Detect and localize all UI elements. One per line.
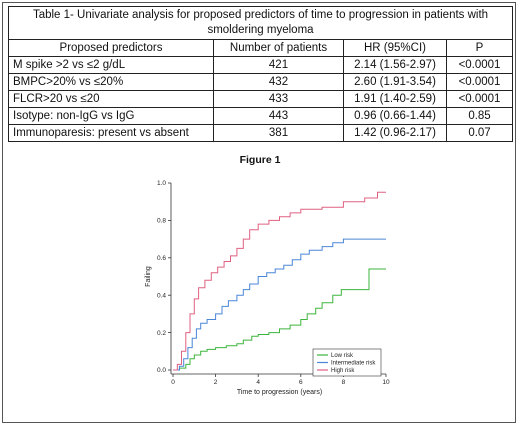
cell-p: <0.0001: [445, 90, 514, 108]
x-tick-label: 4: [256, 379, 260, 386]
header-hr: HR (95%CI): [343, 39, 447, 57]
x-tick-label: 2: [214, 379, 218, 386]
legend-label: High risk: [331, 368, 355, 374]
y-tick-label: 0.0: [157, 367, 166, 374]
predictors-table: Table 1- Univariate analysis for propose…: [7, 6, 514, 142]
y-tick-label: 0.4: [157, 292, 166, 299]
cell-number: 381: [213, 124, 344, 142]
series-line-high-risk: [173, 191, 386, 371]
x-tick-label: 6: [299, 379, 303, 386]
series-line-low-risk: [173, 268, 386, 371]
table-row: Immunoparesis: present vs absent 381 1.4…: [8, 124, 514, 142]
y-tick-label: 0.2: [157, 330, 166, 337]
x-tick-label: 10: [382, 379, 390, 386]
y-tick-label: 0.8: [157, 218, 166, 225]
y-tick-label: 0.6: [157, 255, 166, 262]
table-row: FLCR>20 vs ≤20 433 1.91 (1.40-2.59) <0.0…: [8, 90, 514, 108]
header-number: Number of patients: [213, 39, 344, 57]
legend-label: Low risk: [331, 353, 354, 359]
y-axis-label: Failing: [145, 266, 152, 287]
cell-hr: 0.96 (0.66-1.44): [343, 107, 447, 125]
x-tick-label: 0: [171, 379, 175, 386]
table-row: M spike >2 vs ≤2 g/dL 421 2.14 (1.56-2.9…: [8, 56, 514, 74]
table-row: Isotype: non-IgG vs IgG 443 0.96 (0.66-1…: [8, 107, 514, 125]
cell-hr: 1.42 (0.96-2.17): [343, 124, 447, 142]
x-tick-label: 8: [342, 379, 346, 386]
document-frame: [2, 2, 516, 423]
table-header-row: Proposed predictors Number of patients H…: [8, 39, 514, 57]
cell-hr: 2.60 (1.91-3.54): [343, 73, 447, 91]
cell-predictor: Immunoparesis: present vs absent: [8, 124, 214, 142]
y-tick-label: 1.0: [157, 180, 166, 187]
series-line-intermediate-risk: [173, 238, 386, 371]
chart-curves: [173, 191, 386, 371]
x-axis-label: Time to progression (years): [237, 389, 322, 396]
cell-p: 0.85: [445, 107, 514, 125]
legend-label: Intermediate risk: [331, 361, 376, 367]
cell-p: 0.07: [445, 124, 514, 142]
figure-title: Figure 1: [239, 154, 281, 166]
cell-number: 421: [213, 56, 344, 74]
